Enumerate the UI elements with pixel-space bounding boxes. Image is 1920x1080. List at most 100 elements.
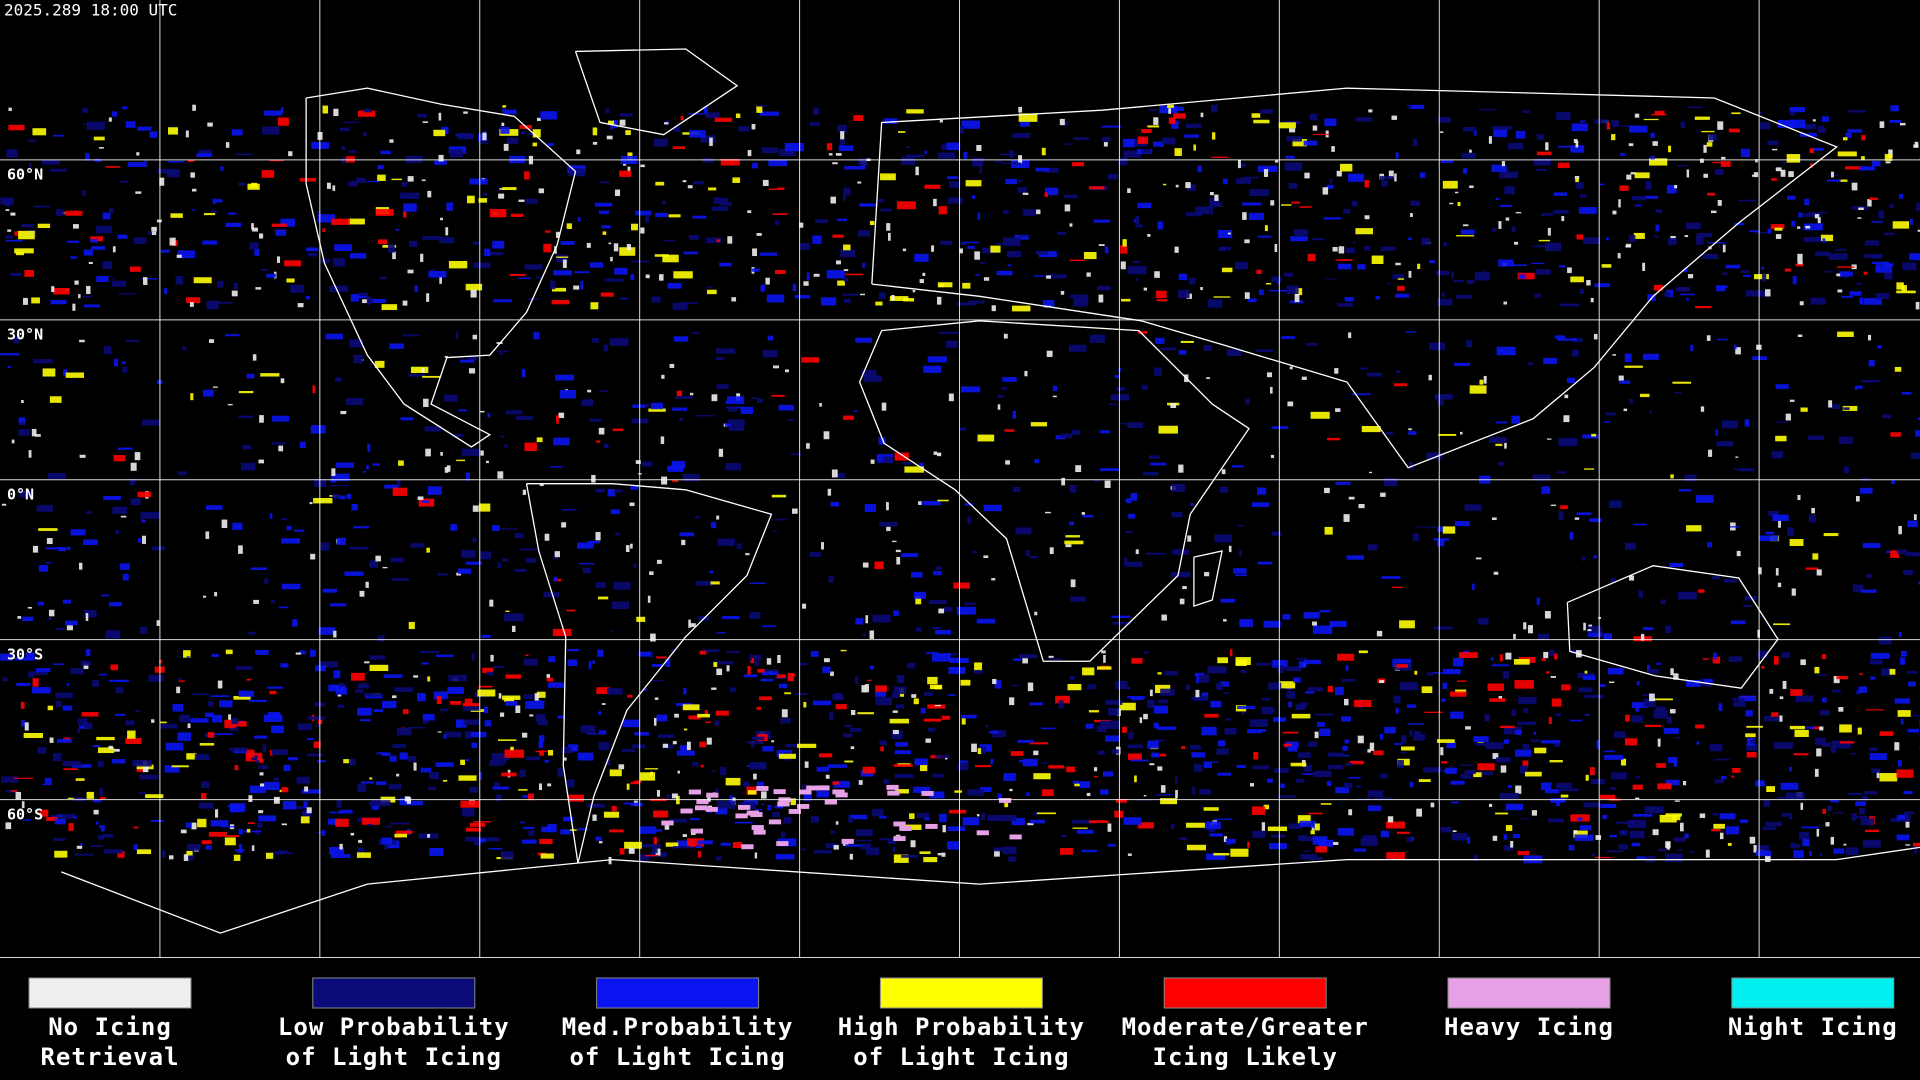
icing-cluster: [113, 358, 119, 367]
icing-cluster: [96, 821, 99, 825]
icing-cluster: [234, 765, 239, 771]
icing-cluster: [814, 850, 832, 854]
icing-cluster: [1033, 773, 1051, 780]
icing-cluster: [541, 826, 554, 833]
icing-cluster: [1805, 225, 1811, 229]
icing-cluster: [1818, 125, 1824, 133]
icing-cluster: [401, 181, 408, 187]
icing-cluster: [82, 295, 92, 298]
icing-cluster: [376, 781, 387, 786]
icing-cluster: [1855, 801, 1867, 806]
icing-cluster: [1891, 480, 1895, 484]
icing-cluster: [1496, 197, 1500, 201]
icing-cluster: [893, 610, 899, 617]
icing-cluster: [835, 704, 847, 710]
icing-cluster: [47, 705, 54, 711]
icing-cluster: [1303, 140, 1318, 146]
icing-cluster: [259, 772, 264, 776]
icing-cluster: [1517, 721, 1536, 725]
icing-cluster: [186, 753, 197, 760]
icing-cluster: [461, 549, 476, 558]
icing-cluster: [1145, 552, 1166, 555]
icing-cluster: [750, 658, 755, 664]
icing-cluster: [1009, 788, 1013, 792]
icing-cluster: [1082, 514, 1094, 518]
icing-cluster: [121, 361, 126, 364]
icing-cluster: [939, 119, 943, 123]
icing-cluster: [1175, 776, 1178, 784]
icing-cluster: [556, 415, 559, 424]
icing-cluster: [862, 766, 876, 774]
icing-cluster: [1743, 604, 1752, 607]
coastline: [576, 49, 738, 135]
icing-cluster: [946, 142, 961, 151]
icing-cluster: [380, 150, 391, 155]
icing-cluster: [1459, 764, 1473, 767]
icing-cluster: [1879, 731, 1894, 736]
icing-cluster: [837, 280, 845, 286]
icing-cluster: [547, 750, 554, 756]
icing-cluster: [1812, 726, 1823, 730]
icing-cluster: [1522, 110, 1531, 114]
icing-cluster: [1442, 180, 1458, 189]
icing-cluster: [566, 779, 575, 788]
icing-cluster: [550, 466, 563, 468]
icing-cluster: [1860, 818, 1874, 826]
icing-cluster: [406, 797, 411, 804]
icing-cluster: [54, 850, 68, 858]
icing-cluster: [710, 581, 720, 585]
icing-cluster: [972, 550, 978, 554]
icing-cluster: [975, 765, 991, 768]
icing-cluster: [1837, 331, 1854, 337]
icing-cluster: [1387, 282, 1391, 285]
icing-cluster: [392, 251, 396, 260]
icing-cluster: [1331, 146, 1335, 152]
icing-cluster: [656, 559, 662, 564]
icing-cluster: [1093, 775, 1099, 778]
icing-cluster: [330, 603, 347, 607]
icing-cluster: [1644, 195, 1659, 199]
icing-cluster: [1902, 262, 1917, 271]
icing-cluster: [287, 852, 293, 855]
icing-cluster: [706, 792, 719, 798]
icing-cluster: [1467, 836, 1471, 844]
icing-cluster: [809, 552, 821, 557]
icing-cluster: [183, 854, 189, 861]
icing-cluster: [964, 602, 976, 606]
icing-cluster: [33, 205, 51, 208]
icing-cluster: [1020, 119, 1030, 127]
icing-cluster: [803, 702, 807, 708]
icing-cluster: [1368, 471, 1373, 474]
icing-cluster: [1196, 675, 1200, 684]
icing-cluster: [896, 201, 916, 210]
icing-cluster: [1721, 156, 1726, 160]
icing-cluster: [607, 120, 616, 125]
icing-cluster: [422, 720, 429, 724]
icing-cluster: [13, 777, 34, 779]
icing-cluster: [1044, 187, 1059, 196]
icing-cluster: [1152, 141, 1164, 147]
icing-cluster: [1666, 842, 1670, 850]
icing-cluster: [1440, 826, 1451, 833]
icing-cluster: [1351, 200, 1358, 207]
icing-cluster: [1127, 422, 1144, 429]
icing-cluster: [315, 831, 326, 834]
icing-cluster: [1859, 808, 1866, 815]
icing-cluster: [357, 847, 365, 856]
icing-cluster: [238, 390, 254, 394]
icing-cluster: [576, 149, 581, 155]
icing-cluster: [375, 209, 394, 216]
icing-cluster: [1524, 771, 1542, 777]
icing-cluster: [603, 443, 609, 449]
icing-cluster: [117, 851, 125, 858]
icing-cluster: [29, 162, 32, 168]
icing-cluster: [206, 300, 219, 310]
icing-cluster: [1336, 259, 1353, 261]
icing-cluster: [385, 825, 393, 828]
icing-cluster: [193, 277, 212, 284]
icing-cluster: [671, 649, 675, 653]
icing-cluster: [1059, 118, 1065, 126]
icing-cluster: [1034, 812, 1038, 815]
icing-cluster: [1879, 773, 1898, 782]
icing-cluster: [1249, 189, 1269, 197]
